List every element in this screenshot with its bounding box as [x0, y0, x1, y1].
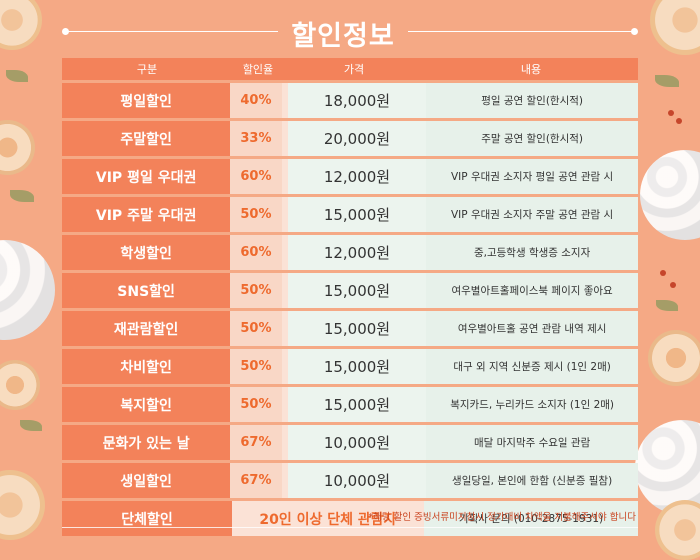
table-row: 문화가 있는 날 67% 10,000원 매달 마지막주 수요일 관람 — [62, 425, 638, 460]
row-price: 12,000원 — [281, 235, 427, 270]
title-bar: 할인정보 — [0, 10, 700, 52]
header-rate: 할인율 — [242, 63, 274, 76]
row-desc: 여우별아트홀페이스북 페이지 좋아요 — [426, 273, 638, 308]
row-rate: 60% — [230, 235, 282, 270]
row-desc: VIP 우대권 소지자 평일 공연 관람 시 — [426, 159, 638, 194]
table-row: VIP 평일 우대권 60% 12,000원 VIP 우대권 소지자 평일 공연… — [62, 159, 638, 194]
row-rate: 33% — [230, 121, 282, 156]
row-price: 12,000원 — [281, 159, 427, 194]
row-type: SNS할인 — [62, 273, 231, 308]
row-price: 18,000원 — [281, 83, 427, 118]
row-desc: 복지카드, 누리카드 소지자 (1인 2매) — [426, 387, 638, 422]
bottom-divider — [62, 527, 638, 528]
row-price: 15,000원 — [281, 311, 427, 346]
table-row: 학생할인 60% 12,000원 중,고등학생 학생증 소지자 — [62, 235, 638, 270]
discount-table: 구분 할인율 가격 내용 평일할인 40% 18,000원 평일 공연 할인(한… — [62, 58, 638, 536]
row-desc: 기획사 문의 (010-2875-1931) — [424, 501, 638, 536]
row-type: 문화가 있는 날 — [62, 425, 231, 460]
row-price: 15,000원 — [281, 197, 427, 232]
row-price: 15,000원 — [281, 273, 427, 308]
row-price: 15,000원 — [281, 387, 427, 422]
row-type: VIP 평일 우대권 — [62, 159, 231, 194]
row-type: 재관람할인 — [62, 311, 231, 346]
title-line-right — [408, 31, 634, 32]
group-condition: 20인 이상 단체 관람자 — [232, 501, 424, 536]
table-header: 구분 할인율 가격 내용 — [62, 58, 638, 80]
row-type: 평일할인 — [62, 83, 231, 118]
row-desc: 생일당일, 본인에 한함 (신분증 필참) — [426, 463, 638, 498]
title-dot-right — [631, 28, 638, 35]
row-type: 생일할인 — [62, 463, 231, 498]
title-dot-left — [62, 28, 69, 35]
table-row: 평일할인 40% 18,000원 평일 공연 할인(한시적) — [62, 83, 638, 118]
row-rate: 50% — [230, 387, 282, 422]
header-desc: 내용 — [520, 63, 542, 76]
table-row: 주말할인 33% 20,000원 주말 공연 할인(한시적) — [62, 121, 638, 156]
row-price: 20,000원 — [281, 121, 427, 156]
row-type: 차비할인 — [62, 349, 231, 384]
row-rate: 50% — [230, 273, 282, 308]
row-rate: 40% — [230, 83, 282, 118]
row-type: VIP 주말 우대권 — [62, 197, 231, 232]
row-desc: 평일 공연 할인(한시적) — [426, 83, 638, 118]
table-row: 복지할인 50% 15,000원 복지카드, 누리카드 소지자 (1인 2매) — [62, 387, 638, 422]
row-desc: VIP 우대권 소지자 주말 공연 관람 시 — [426, 197, 638, 232]
table-row: SNS할인 50% 15,000원 여우별아트홀페이스북 페이지 좋아요 — [62, 273, 638, 308]
table-row-group: 단체할인 20인 이상 단체 관람자 기획사 문의 (010-2875-1931… — [62, 501, 638, 536]
row-rate: 60% — [230, 159, 282, 194]
row-rate: 50% — [230, 311, 282, 346]
row-rate: 50% — [230, 197, 282, 232]
row-rate: 67% — [230, 425, 282, 460]
row-type: 단체할인 — [62, 501, 232, 536]
row-price: 10,000원 — [281, 463, 427, 498]
page-title: 할인정보 — [291, 21, 395, 52]
table-row: 차비할인 50% 15,000원 대구 외 지역 신분증 제시 (1인 2매) — [62, 349, 638, 384]
row-desc: 주말 공연 할인(한시적) — [426, 121, 638, 156]
row-desc: 여우별아트홀 공연 관람 내역 제시 — [426, 311, 638, 346]
footnote: *해당 할인 증빙서류미지참시 정가대비 차액을 지불해주셔야 합니다 — [368, 512, 636, 523]
row-desc: 중,고등학생 학생증 소지자 — [426, 235, 638, 270]
row-type: 학생할인 — [62, 235, 231, 270]
row-type: 복지할인 — [62, 387, 231, 422]
row-rate: 67% — [230, 463, 282, 498]
row-price: 10,000원 — [281, 425, 427, 460]
row-desc: 매달 마지막주 수요일 관람 — [426, 425, 638, 460]
table-row: 재관람할인 50% 15,000원 여우별아트홀 공연 관람 내역 제시 — [62, 311, 638, 346]
row-type: 주말할인 — [62, 121, 231, 156]
row-rate: 50% — [230, 349, 282, 384]
header-type: 구분 — [136, 63, 158, 76]
row-desc: 대구 외 지역 신분증 제시 (1인 2매) — [426, 349, 638, 384]
table-row: 생일할인 67% 10,000원 생일당일, 본인에 한함 (신분증 필참) — [62, 463, 638, 498]
table-row: VIP 주말 우대권 50% 15,000원 VIP 우대권 소지자 주말 공연… — [62, 197, 638, 232]
row-price: 15,000원 — [281, 349, 427, 384]
header-price: 가격 — [343, 63, 365, 76]
title-line-left — [66, 31, 278, 32]
